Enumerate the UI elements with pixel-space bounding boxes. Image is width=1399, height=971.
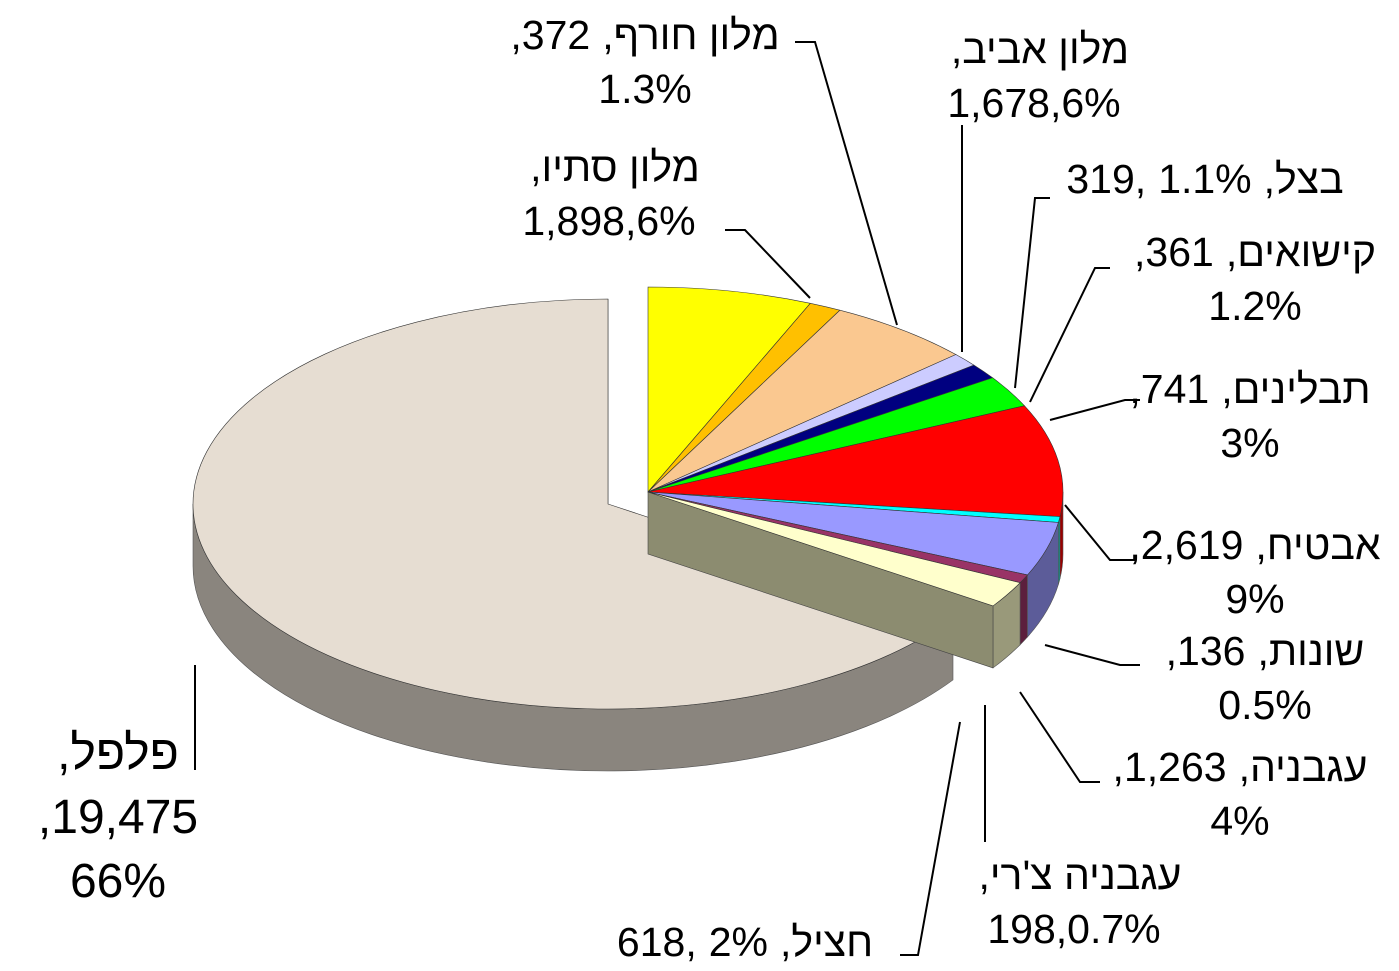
category-label: מלון אביב, (950, 26, 1130, 72)
label-line: 1,678,6% (947, 76, 1132, 130)
leader-line (795, 41, 898, 326)
label-line: תבלינים,741, (1129, 362, 1370, 416)
data-label: בצל, 319, 1.1% (1066, 152, 1343, 206)
label-line: 1.2% (1134, 279, 1376, 333)
percent-label: 0.5% (1218, 682, 1312, 728)
percent-label: 6% (1061, 80, 1121, 126)
value-label: 372, (510, 12, 591, 58)
label-line: שונות,136, (1166, 624, 1365, 678)
label-line: מלון חורף,372, (510, 8, 779, 62)
label-line: 1,898,6% (522, 194, 707, 248)
data-label: עגבניה,1,263, 4% (1113, 740, 1368, 848)
slice (647, 405, 1064, 517)
category-label: עגבניה צ'רי, (978, 852, 1182, 898)
slice (647, 309, 957, 493)
data-label: פלפל, 19,475, 66% (38, 722, 198, 914)
leader-line (1064, 504, 1135, 561)
value-label: 198, (987, 906, 1068, 952)
leader-line (1044, 644, 1140, 666)
label-line: 66% (38, 850, 198, 914)
label-line: מלון אביב, (947, 22, 1132, 76)
percent-label: 4% (1210, 798, 1270, 844)
value-label: 1,678, (947, 80, 1062, 126)
value-label: 741, (1129, 366, 1210, 412)
label-line: עגבניה צ'רי, (979, 848, 1182, 902)
percent-label: 1.2% (1208, 283, 1302, 329)
category-label: מלון חורף, (602, 12, 780, 58)
value-label: 1,898, (522, 198, 637, 244)
data-label: חציל, 618, 2% (617, 915, 873, 969)
value-label: 618, (616, 919, 697, 965)
label-line: פלפל, (38, 722, 198, 786)
value-label: 2,619, (1129, 522, 1244, 568)
value-label: 19,475, (37, 791, 199, 844)
leader-line (900, 721, 961, 956)
leader-line (1014, 197, 1050, 389)
label-line: 1.3% (510, 62, 779, 116)
slice-side (1019, 574, 1028, 646)
label-line: חציל, 618, 2% (617, 915, 873, 969)
data-label: תבלינים,741, 3% (1129, 362, 1370, 470)
slice (647, 491, 1021, 607)
value-label: 361, (1133, 229, 1214, 275)
label-line: 19,475, (38, 786, 198, 850)
percent-label: 1.3% (598, 66, 692, 112)
value-label: 136, (1165, 628, 1246, 674)
leader-line (1049, 399, 1140, 421)
data-label: עגבניה צ'רי, 198,0.7% (979, 848, 1182, 956)
percent-label: 2% (708, 919, 768, 965)
percent-label: 6% (636, 198, 696, 244)
value-label: 319, (1066, 156, 1147, 202)
label-line: בצל, 319, 1.1% (1066, 152, 1343, 206)
label-line: 4% (1113, 794, 1368, 848)
slice (647, 286, 811, 493)
label-line: מלון סתיו, (522, 140, 707, 194)
label-line: אבטיח,2,619, (1129, 518, 1380, 572)
data-label: מלון חורף,372, 1.3% (510, 8, 779, 116)
category-label: תבלינים, (1221, 366, 1371, 412)
category-label: חציל, (779, 919, 874, 965)
label-line: 3% (1129, 416, 1370, 470)
data-label: אבטיח,2,619, 9% (1129, 518, 1380, 626)
data-label: מלון אביב, 1,678,6% (947, 22, 1132, 130)
leader-line (1019, 691, 1100, 783)
label-line: קישואים,361, (1134, 225, 1376, 279)
category-label: אבטיח, (1255, 522, 1381, 568)
category-label: מלון סתיו, (530, 144, 700, 190)
percent-label: 3% (1220, 420, 1280, 466)
data-label: שונות,136, 0.5% (1166, 624, 1365, 732)
percent-label: 0.7% (1067, 906, 1161, 952)
label-line: 198,0.7% (979, 902, 1182, 956)
category-label: בצל, (1263, 156, 1344, 202)
label-line: עגבניה,1,263, (1113, 740, 1368, 794)
category-label: קישואים, (1225, 229, 1377, 275)
label-line: 9% (1129, 572, 1380, 626)
leader-line (725, 229, 811, 299)
data-label: מלון סתיו, 1,898,6% (522, 140, 707, 248)
percent-label: 1.1% (1158, 156, 1252, 202)
category-label: עגבניה, (1238, 744, 1368, 790)
slice (192, 298, 954, 710)
label-line: 0.5% (1166, 678, 1365, 732)
leader-line (1029, 267, 1110, 403)
value-label: 1,263, (1112, 744, 1227, 790)
percent-label: 9% (1225, 576, 1285, 622)
percent-label: 66% (69, 855, 167, 908)
data-label: קישואים,361, 1.2% (1134, 225, 1376, 333)
category-label: שונות, (1257, 628, 1365, 674)
category-label: פלפל, (57, 727, 179, 780)
